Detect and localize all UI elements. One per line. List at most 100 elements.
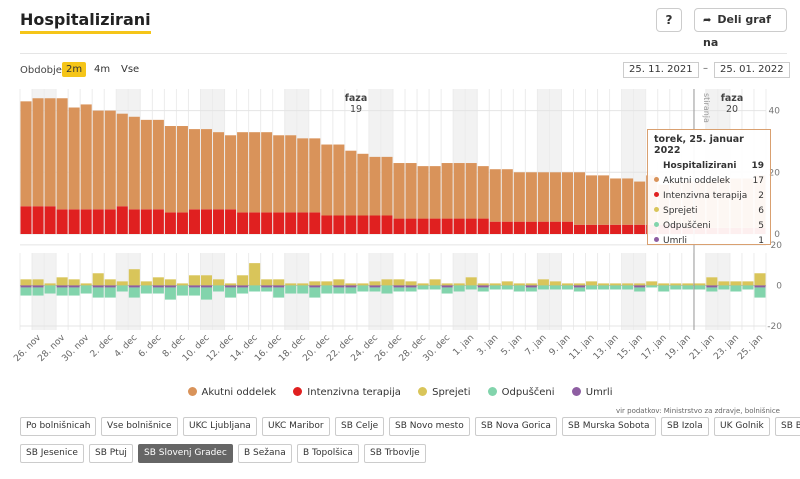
bar-acute	[321, 144, 333, 216]
date-separator: –	[703, 63, 708, 74]
bar-discharged	[670, 285, 682, 290]
hospital-button[interactable]: Po bolnišnicah	[20, 417, 97, 436]
bar-icu	[273, 212, 285, 234]
bar-discharged	[622, 285, 634, 290]
bar-admitted	[670, 283, 682, 286]
bar-admitted	[56, 277, 68, 286]
bar-acute	[297, 138, 309, 213]
bar-acute	[573, 172, 586, 225]
bar-discharged	[610, 285, 622, 290]
weekend-band	[717, 253, 730, 330]
bar-admitted	[477, 283, 489, 286]
x-tick-label: 30. nov	[60, 333, 91, 364]
hospital-button[interactable]: SB Trbovlje	[364, 444, 426, 463]
hospital-button[interactable]: UK Golnik	[714, 417, 770, 436]
bar-icu	[152, 209, 164, 234]
x-tick-label: 17. jan	[640, 333, 669, 362]
hospital-button[interactable]: SB Nova Gorica	[475, 417, 557, 436]
bar-admitted	[345, 283, 357, 286]
bar-discharged	[249, 285, 261, 292]
hospital-button[interactable]: B Topolšica	[297, 444, 359, 463]
phase-label: faza	[721, 93, 743, 104]
hospital-button[interactable]: SB Brežice	[775, 417, 800, 436]
hospital-button[interactable]: SB Slovenj Gradec	[138, 444, 233, 463]
bar-acute	[261, 132, 273, 213]
weekend-band	[537, 253, 550, 330]
share-label: Deli graf na	[703, 13, 771, 49]
bar-admitted	[261, 279, 273, 286]
bar-deceased	[405, 285, 417, 288]
date-to-input[interactable]: 25. 01. 2022	[714, 62, 790, 78]
bar-admitted	[225, 283, 237, 286]
date-from-input[interactable]: 25. 11. 2021	[623, 62, 699, 78]
legend-item-acute[interactable]: Akutni oddelek	[187, 387, 277, 398]
bar-icu	[586, 224, 598, 234]
bar-deceased	[525, 285, 537, 288]
bar-icu	[176, 212, 188, 234]
bar-icu	[357, 215, 369, 234]
phase-label: faza	[345, 93, 367, 104]
bar-icu	[200, 209, 213, 234]
bar-deceased	[68, 285, 80, 288]
bar-icu	[68, 209, 80, 234]
share-button[interactable]: ➦ Deli graf na	[694, 8, 787, 49]
legend-item-discharged[interactable]: Odpuščeni	[487, 387, 555, 398]
marker-label: stiranja	[702, 93, 711, 123]
legend-item-deceased[interactable]: Umrli	[571, 387, 612, 398]
bar-admitted	[598, 283, 610, 286]
hospital-button[interactable]: SB Murska Sobota	[562, 417, 656, 436]
hospital-button[interactable]: SB Ptuj	[89, 444, 133, 463]
bar-admitted	[381, 279, 393, 286]
bar-admitted	[116, 281, 128, 286]
hospital-button[interactable]: UKC Ljubljana	[183, 417, 257, 436]
bar-acute	[405, 163, 417, 219]
tooltip-value: 19	[751, 161, 764, 171]
bar-admitted	[164, 279, 176, 286]
bar-discharged	[104, 287, 116, 298]
hospital-button[interactable]: Vse bolnišnice	[101, 417, 178, 436]
bar-discharged	[333, 287, 345, 294]
period-4m-button[interactable]: 4m	[94, 64, 111, 75]
legend-label: Akutni oddelek	[201, 387, 277, 398]
bar-acute	[285, 135, 297, 213]
bar-deceased	[634, 285, 646, 288]
bar-icu	[104, 209, 116, 234]
legend-dot	[293, 387, 303, 396]
bar-icu	[405, 218, 417, 234]
hospital-button[interactable]: SB Jesenice	[20, 444, 84, 463]
bar-admitted	[237, 275, 249, 286]
legend-item-admitted[interactable]: Sprejeti	[418, 387, 470, 398]
y-tick-label: 0	[774, 230, 780, 240]
hospital-button[interactable]: SB Celje	[335, 417, 385, 436]
bar-icu	[321, 215, 333, 234]
help-button[interactable]: ?	[656, 8, 682, 32]
bar-admitted	[465, 277, 477, 286]
x-tick-label: 7. jan	[524, 333, 549, 358]
bar-discharged	[68, 287, 80, 296]
legend-item-icu[interactable]: Intenzivna terapija	[293, 387, 401, 398]
tooltip-dot	[654, 192, 659, 197]
bar-icu	[56, 209, 68, 234]
bar-admitted	[104, 279, 116, 286]
bar-discharged	[730, 285, 742, 292]
period-all-button[interactable]: Vse	[121, 64, 140, 75]
bar-discharged	[646, 285, 658, 288]
hospital-button[interactable]: SB Novo mesto	[389, 417, 470, 436]
bar-admitted	[730, 281, 742, 286]
tooltip-value: 1	[758, 236, 764, 246]
bar-acute	[369, 156, 381, 216]
bar-discharged	[465, 285, 477, 290]
bar-admitted	[309, 281, 321, 286]
period-2m-button[interactable]: 2m	[62, 62, 87, 77]
hospital-button[interactable]: B Sežana	[238, 444, 292, 463]
bar-icu	[297, 212, 309, 234]
bar-icu	[441, 218, 453, 234]
bar-admitted	[80, 283, 92, 286]
bar-discharged	[92, 287, 104, 298]
hospital-button[interactable]: UKC Maribor	[262, 417, 330, 436]
bar-icu	[116, 206, 128, 234]
bar-admitted	[682, 283, 694, 286]
bar-discharged	[44, 285, 56, 294]
hospital-button[interactable]: SB Izola	[661, 417, 709, 436]
